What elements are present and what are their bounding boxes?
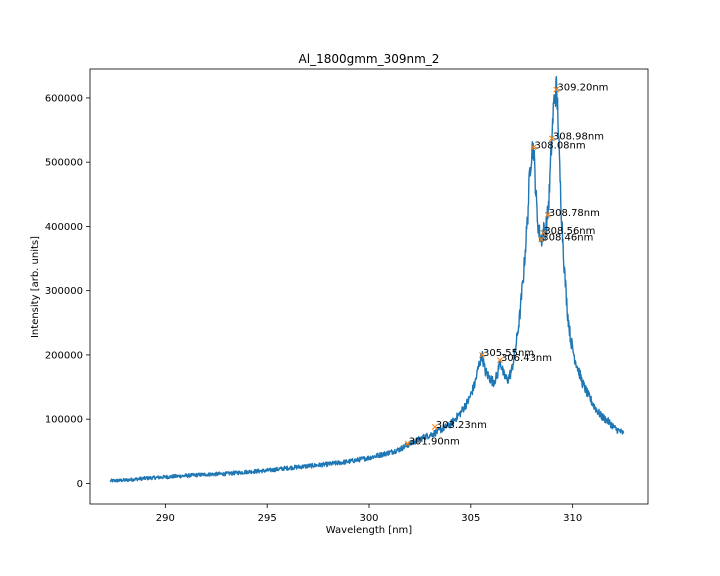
spectrum-line [109,75,625,483]
y-tick-label: 300000 [45,286,83,297]
x-tick-label: 290 [156,513,175,524]
y-tick-label: 200000 [45,350,83,361]
peak-marker [496,357,503,364]
peak-label: 308.78nm [549,208,600,219]
y-axis: 0 100000 200000 300000 400000 500000 600000 [45,93,90,490]
peak-marker [540,229,547,236]
peak-label: 308.08nm [535,140,586,151]
x-axis: 290 295 300 305 310 [156,504,582,524]
x-tick-label: 310 [563,513,582,524]
peak-marker [479,351,485,358]
y-axis-label: Intensity [arb. units] [30,236,41,338]
peak-marker [553,86,560,93]
peak-marker [530,144,537,151]
chart-title: Al_1800gmm_309nm_2 [299,52,440,66]
plot-area [109,75,625,483]
peak-marker [431,423,438,430]
y-tick-label: 500000 [45,158,83,169]
peak-marker [548,135,555,142]
y-tick-label: 100000 [45,415,83,426]
x-tick-label: 305 [461,513,480,524]
peak-marker [544,211,551,218]
x-tick-label: 295 [258,513,277,524]
peak-label: 308.98nm [553,131,604,142]
x-tick-label: 300 [359,513,378,524]
peak-marker [404,440,411,447]
peak-label: 308.46nm [542,232,593,243]
peak-label: 308.56nm [544,226,595,237]
y-tick-label: 400000 [45,222,83,233]
peak-label: 306.43nm [501,353,552,364]
peak-marker [538,236,545,243]
peak-label: 309.20nm [557,83,608,94]
peak-label: 301.90nm [409,437,460,448]
x-axis-label: Wavelength [nm] [326,525,412,536]
y-tick-label: 600000 [45,93,83,104]
peak-label: 303.23nm [436,420,487,431]
peak-label: 305.55nm [483,348,534,359]
y-tick-label: 0 [77,479,83,490]
